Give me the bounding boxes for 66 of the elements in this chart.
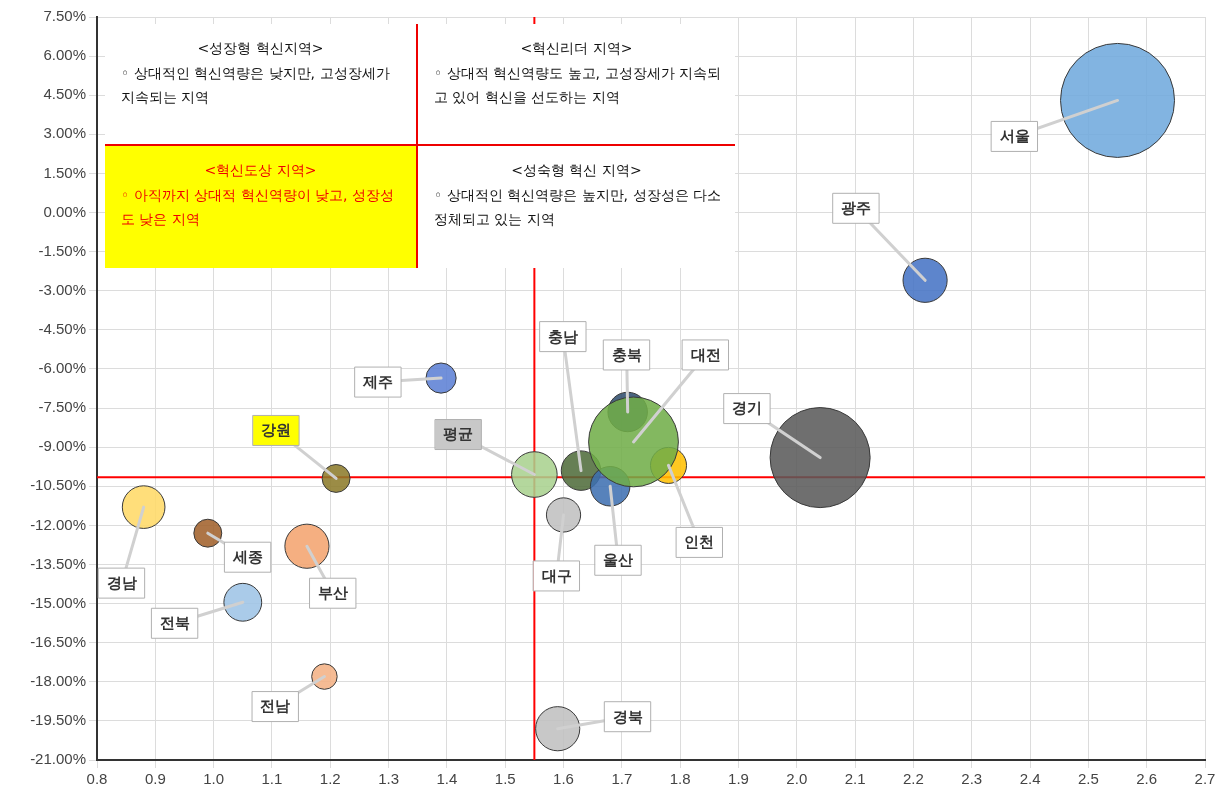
text: 울산 <box>603 551 634 570</box>
y-tick-label: 4.50% <box>43 85 86 103</box>
annotation: ◦ 상대적 혁신역량도 높고, 고성장세가 지속되고 있어 혁신을 선도하는 지역 <box>433 63 722 107</box>
x-tick-label: 1.8 <box>669 770 691 788</box>
y-tick-label: -4.50% <box>38 319 86 337</box>
x-tick-label: 0.9 <box>144 770 166 788</box>
x-tick-label: 1.3 <box>378 770 400 788</box>
x-tick-label: 1.0 <box>203 770 225 788</box>
x-tick-label: 2.1 <box>844 770 866 788</box>
annotation: ◦ 상대적인 혁신역량은 낮지만, 고성장세가 지속되는 지역 <box>120 63 391 107</box>
y-tick-label: -7.50% <box>38 398 86 416</box>
y-tick-label: -15.00% <box>30 593 86 611</box>
x-tick-label: 1.9 <box>728 770 749 788</box>
y-tick-label: -18.00% <box>30 671 86 689</box>
annotation: <혁신리더 지역> <box>519 39 634 58</box>
text: 경남 <box>106 574 137 593</box>
x-tick-label: 1.2 <box>319 770 341 788</box>
annotation: ◦ 아직까지 상대적 혁신역량이 낮고, 성장성도 낮은 지역 <box>120 185 395 229</box>
y-tick-label: -13.50% <box>30 554 86 572</box>
annotation: ◦ 상대적인 혁신역량은 높지만, 성장성은 다소 정체되고 있는 지역 <box>433 185 722 229</box>
text: 전북 <box>159 614 190 633</box>
x-tick-label: 2.0 <box>786 770 808 788</box>
y-tick-label: -3.00% <box>38 280 86 298</box>
text: 광주 <box>841 199 872 218</box>
y-tick-label: 3.00% <box>43 124 86 142</box>
y-tick-label: 1.50% <box>43 163 86 181</box>
series-label: 세종 <box>231 548 263 567</box>
x-tick-label: 2.2 <box>902 770 924 788</box>
x-tick-label: 1.1 <box>261 770 283 788</box>
y-tick-label: -12.00% <box>30 515 86 533</box>
text: 대전 <box>690 345 721 364</box>
annotation: <성숙형 혁신 지역> <box>510 161 643 180</box>
y-tick-label: -16.50% <box>30 632 86 650</box>
x-tick-label: 1.5 <box>494 770 516 788</box>
y-tick-label: 7.50% <box>43 7 86 25</box>
x-tick-label: 2.6 <box>1136 770 1158 788</box>
text: 서울 <box>999 127 1030 146</box>
annotation: <혁신도상 지역> <box>203 161 318 180</box>
y-tick-label: 0.00% <box>43 202 86 220</box>
x-tick-label: 1.6 <box>553 770 574 788</box>
x-tick-label: 1.7 <box>611 770 633 788</box>
x-tick-label: 1.4 <box>436 770 458 788</box>
text: 충남 <box>548 327 579 346</box>
y-tick-label: 6.00% <box>43 46 86 64</box>
x-tick-label: 2.5 <box>1077 770 1099 788</box>
series-label: 경기 <box>732 399 763 418</box>
series-label: 부산 <box>317 584 348 603</box>
series-label: 전남 <box>260 697 291 716</box>
text: 평균 <box>443 425 474 444</box>
text: 경북 <box>612 707 643 726</box>
x-tick-label: 2.4 <box>1019 770 1041 788</box>
x-tick-label: 2.7 <box>1194 770 1216 788</box>
text: 제주 <box>362 372 394 391</box>
y-tick-label: -9.00% <box>38 437 86 455</box>
y-tick-label: -19.50% <box>30 711 86 729</box>
x-tick-label: 2.3 <box>961 770 983 788</box>
text: 인천 <box>684 533 715 552</box>
x-tick-label: 0.8 <box>86 770 108 788</box>
text: 대구 <box>541 566 572 585</box>
y-tick-label: -10.50% <box>30 476 86 494</box>
y-tick-label: -21.00% <box>30 750 86 768</box>
y-tick-label: -1.50% <box>38 241 86 259</box>
text: 강원 <box>261 421 292 440</box>
text: 충북 <box>611 345 642 364</box>
y-tick-label: -6.00% <box>38 359 86 377</box>
annotation: <성장형 혁신지역> <box>196 39 325 58</box>
